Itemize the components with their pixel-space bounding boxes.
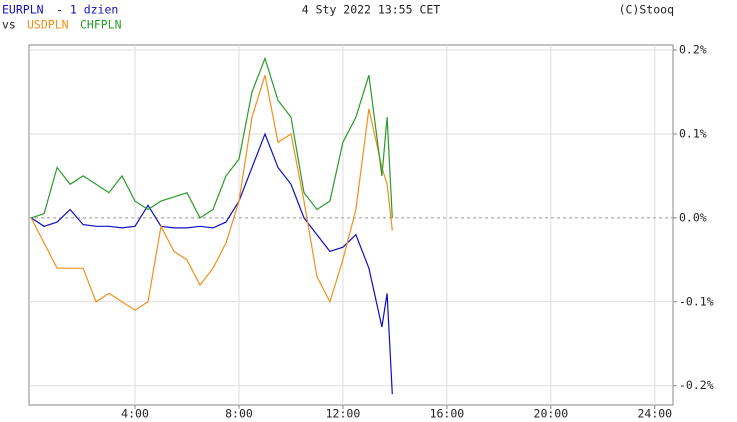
x-tick-label: 16:00 [430,407,465,421]
main-series-name: EURPLN [2,3,44,17]
y-tick-label: -0.2% [679,378,714,392]
x-tick-label: 12:00 [326,407,361,421]
plot-frame [28,44,674,406]
series-line [30,132,393,395]
legend-entry: CHFPLN [80,18,122,32]
y-tick-label: -0.1% [679,294,714,308]
versus-label: vs [2,18,16,32]
series-line [30,75,393,311]
series-line [30,56,393,219]
x-tick-label: 24:00 [637,407,672,421]
chart-title: - 1 dzien [56,3,118,17]
source: (C)Stooq [619,3,674,17]
y-tick-label: 0.2% [679,43,707,57]
y-tick-label: 0.1% [679,126,707,140]
y-tick-label: 0.0% [679,210,707,224]
x-tick-label: 8:00 [225,407,253,421]
timestamp: 4 Sty 2022 13:55 CET [302,3,441,17]
legend-entry: USDPLN [27,18,69,32]
x-tick-label: 4:00 [121,407,149,421]
x-tick-label: 20:00 [534,407,569,421]
